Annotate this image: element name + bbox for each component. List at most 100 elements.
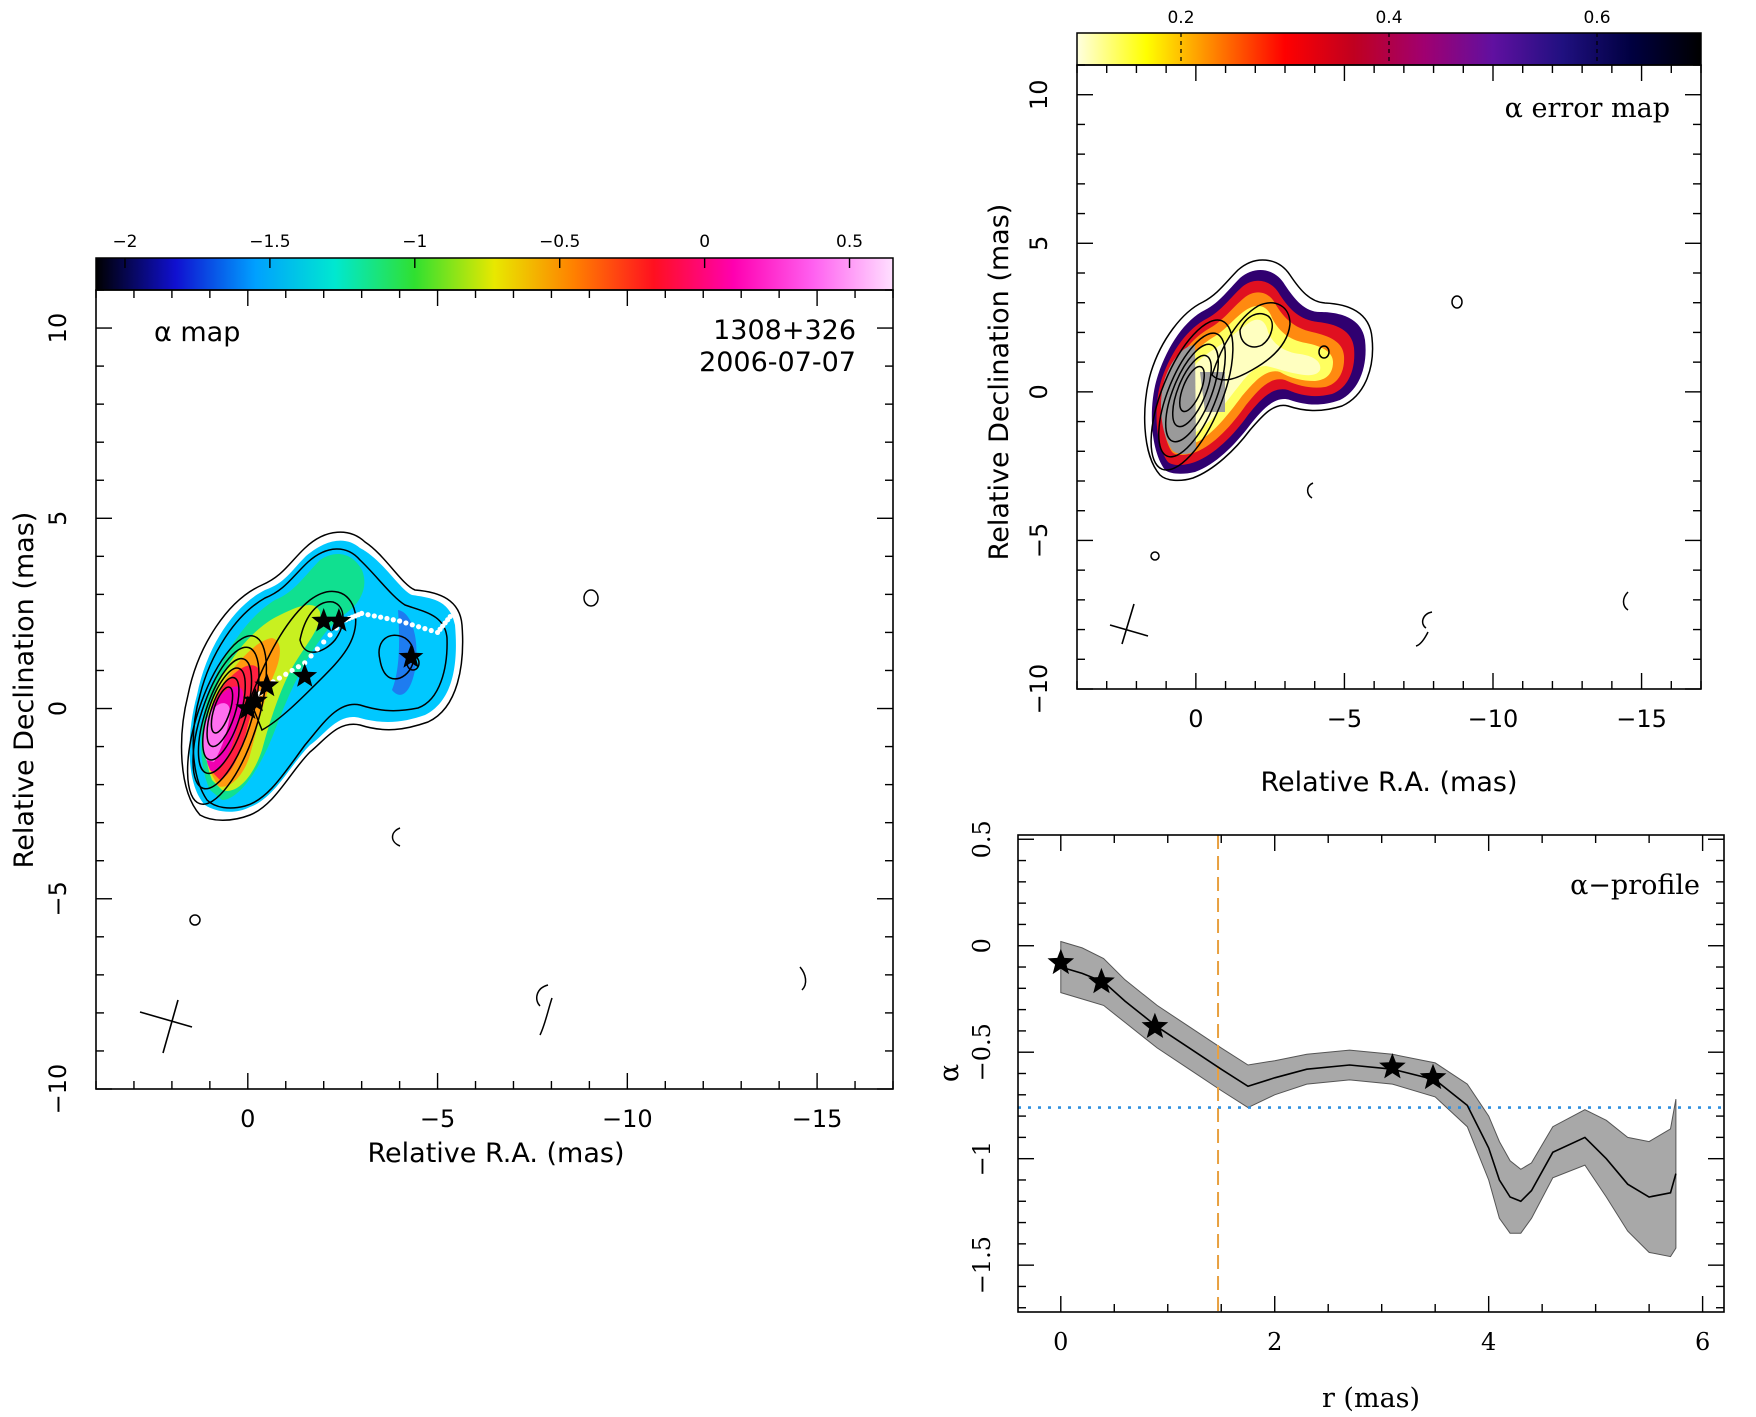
error-map-axes: 0 −5 −10 −15 −10 −5 0 5 10: [1025, 64, 1702, 733]
error-contour-knot: [1318, 345, 1330, 359]
ridge-point: [428, 627, 434, 634]
profile-x-tick-label: 6: [1695, 1328, 1710, 1356]
alpha-contour-2: [192, 548, 448, 809]
alpha-colorbar-tick-label: −2: [112, 232, 137, 252]
ridge-point: [314, 646, 320, 652]
alpha-map-y-tick-label: 0: [44, 701, 72, 716]
alpha-colorbar-ticks: −2 −1.5 −1 −0.5 0 0.5: [112, 232, 863, 268]
beam-major-axis: [1121, 603, 1135, 645]
beam-minor-axis: [139, 1011, 193, 1028]
alpha-profile-components: [1047, 948, 1447, 1090]
alpha-profile-error-band: [1060, 940, 1677, 1258]
component-star: [235, 695, 261, 719]
ridge-point: [289, 667, 295, 674]
component-star: [311, 608, 337, 632]
alpha-contour-island-4: [535, 984, 553, 1036]
error-colorbar-ticks: 0.2 0.4 0.6: [1167, 8, 1611, 65]
error-map-color-region: [1151, 269, 1366, 474]
error-map-y-tick-label: 10: [1025, 79, 1053, 110]
error-map-ylabel: Relative Declination (mas): [984, 204, 1015, 561]
alpha-colorbar-tick-label: 0: [699, 232, 710, 252]
alpha-colorbar-tick-label: −0.5: [539, 232, 580, 252]
alpha-colorbar-tick-label: 0.5: [836, 232, 863, 252]
ridge-point: [308, 653, 314, 659]
error-contour-core-4: [1171, 354, 1213, 428]
profile-x-tick-label: 0: [1053, 1328, 1068, 1356]
ridge-point: [384, 615, 390, 622]
component-star: [398, 644, 424, 668]
alpha-map-y-tick-label: 5: [44, 511, 72, 526]
alpha-map-x-tick-label: −10: [602, 1105, 653, 1133]
error-map-x-tick-label: −10: [1468, 705, 1519, 733]
alpha-contour-core-2: [192, 646, 260, 790]
profile-component-star: [1047, 948, 1075, 975]
profile-component-star: [1141, 1012, 1169, 1038]
ridge-point: [327, 632, 333, 638]
alpha-contour-island-1: [583, 589, 599, 607]
alpha-contour-island-3: [391, 827, 401, 847]
alpha-profile-ylabel: α: [934, 1064, 965, 1082]
component-star: [292, 663, 318, 687]
alpha-contour-core-1: [186, 635, 268, 805]
error-contour-jet: [1211, 302, 1291, 381]
alpha-map-x-tick-label: −5: [420, 1105, 455, 1133]
error-colorbar-tick-label: 0.4: [1375, 8, 1402, 28]
profile-x-tick-label: 2: [1267, 1328, 1282, 1356]
alpha-map-date: 2006-07-07: [699, 347, 856, 378]
error-contour-core-3: [1164, 343, 1220, 443]
ridge-point: [321, 639, 327, 645]
error-map-y-tick-label: 0: [1025, 384, 1053, 399]
alpha-colorbar-tick-label: −1: [402, 232, 427, 252]
alpha-map-y-tick-label: −5: [44, 881, 72, 916]
alpha-contour-island-5: [799, 966, 807, 991]
profile-component-star: [1379, 1053, 1406, 1079]
error-map-y-tick-label: −5: [1025, 523, 1053, 558]
ridge-point: [447, 613, 453, 620]
ridge-point: [403, 620, 409, 626]
alpha-map-beam: [139, 999, 193, 1054]
profile-y-tick-label: 0: [968, 938, 996, 953]
alpha-contour-jet-1: [249, 590, 357, 732]
alpha-map-axes: 0 −5 −10 −15 −10 −5 0 5 10: [44, 289, 894, 1133]
alpha-map-xlabel: Relative R.A. (mas): [368, 1138, 625, 1169]
error-colorbar-tick-label: 0.6: [1583, 8, 1610, 28]
alpha-region-blue-patch: [392, 610, 417, 695]
alpha-map-frame: [95, 289, 894, 1090]
ridge-point: [371, 613, 377, 619]
error-map-beam: [1109, 603, 1149, 645]
error-contour-core-5: [1178, 365, 1206, 413]
alpha-colorbar-tick-label: −1.5: [249, 232, 290, 252]
alpha-map-y-tick-label: −10: [44, 1064, 72, 1115]
error-contour-core-1: [1150, 319, 1234, 471]
alpha-map-ylabel: Relative Declination (mas): [9, 512, 40, 869]
alpha-map-components: [235, 608, 424, 719]
component-star: [254, 672, 280, 697]
alpha-contour-outer: [180, 531, 464, 821]
error-contour-jet-2: [1239, 312, 1273, 348]
profile-component-star: [1419, 1063, 1447, 1090]
error-contour-core-2: [1157, 332, 1227, 458]
ridge-point: [365, 612, 371, 618]
alpha-contour-core-6: [210, 686, 234, 734]
alpha-contour-core-3: [197, 657, 253, 775]
ridge-point: [415, 624, 422, 630]
ridge-point: [422, 626, 428, 632]
error-map-y-tick-label: 5: [1025, 236, 1053, 251]
ridge-point: [359, 610, 365, 617]
error-contour-island-1: [1451, 295, 1463, 309]
error-contour-island-5: [1622, 591, 1629, 611]
alpha-map-y-tick-label: 10: [44, 313, 72, 344]
component-star: [243, 687, 268, 712]
profile-y-tick-label: −1.5: [968, 1236, 996, 1294]
error-map-label: α error map: [1505, 93, 1670, 124]
error-contour-island-2: [1150, 551, 1160, 561]
error-contour-island-3: [1306, 482, 1314, 499]
beam-major-axis: [162, 999, 179, 1054]
alpha-map-label: α map: [154, 317, 240, 348]
profile-y-tick-label: 0.5: [968, 820, 996, 858]
error-map-panel: 0.2 0.4 0.6: [984, 8, 1702, 798]
alpha-profile-xlabel: r (mas): [1322, 1383, 1420, 1414]
alpha-profile-line: [1060, 966, 1677, 1203]
ridge-point: [302, 660, 308, 666]
component-star: [326, 608, 352, 632]
